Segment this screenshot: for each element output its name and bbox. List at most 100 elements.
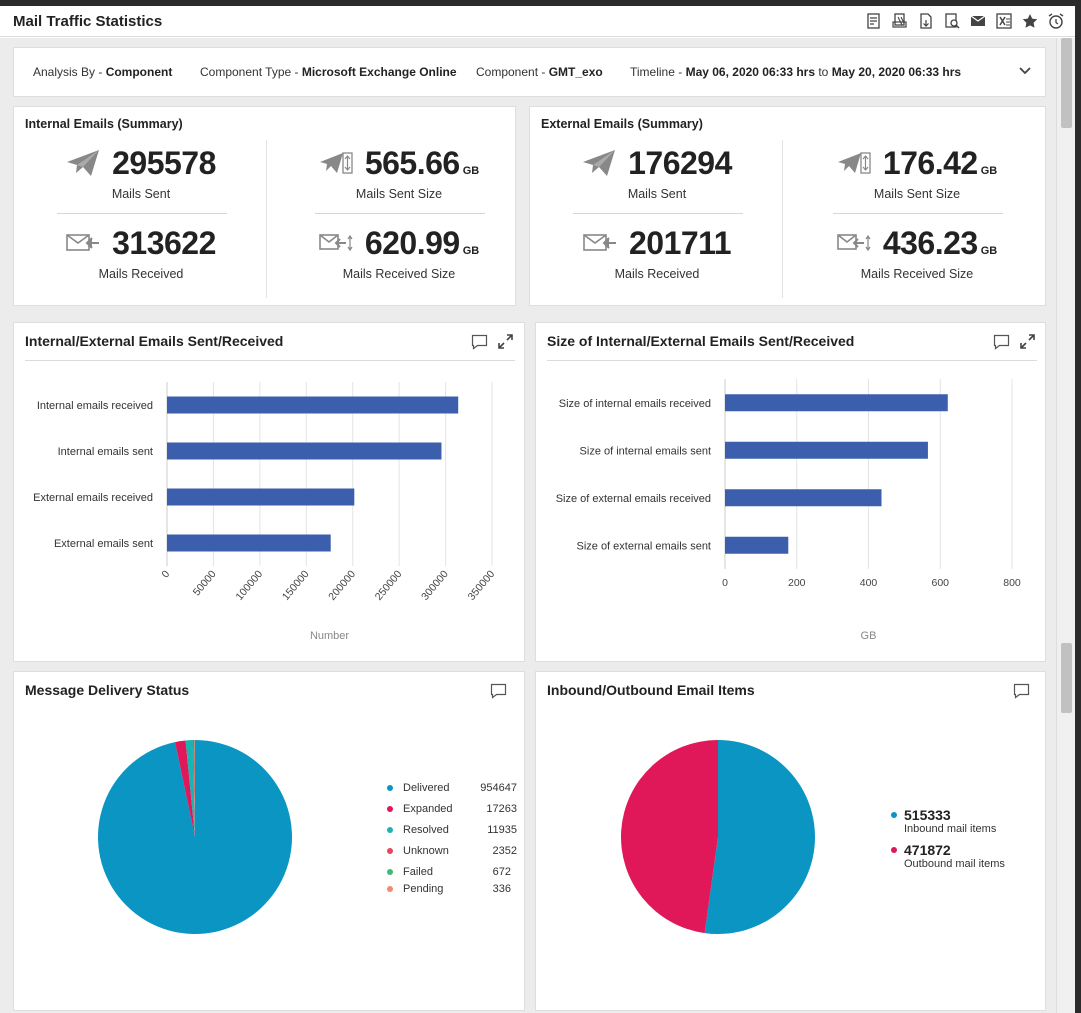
external-mails-received-size: 436.23 GB Mails Received Size xyxy=(790,225,1044,281)
report-toolbar xyxy=(865,12,1065,30)
external-summary-title: External Emails (Summary) xyxy=(541,117,703,131)
internal-mails-received: 313622 Mails Received xyxy=(14,225,268,281)
filter-bar: Analysis By - Component Component Type -… xyxy=(13,47,1046,97)
legend-label: Inbound mail items xyxy=(904,823,997,835)
schedule-alarm-icon[interactable] xyxy=(1047,12,1065,30)
bar[interactable] xyxy=(725,489,882,507)
legend-item[interactable]: Failed 672 xyxy=(387,866,517,878)
delivery-status-pie xyxy=(98,740,293,934)
chevron-down-icon[interactable] xyxy=(1019,62,1031,80)
comment-icon[interactable] xyxy=(1013,683,1030,704)
bar[interactable] xyxy=(167,488,355,506)
vertical-scrollbar[interactable] xyxy=(1056,38,1075,1013)
legend-value: 672 xyxy=(492,866,511,878)
category-label: Internal emails received xyxy=(37,400,153,412)
legend-item[interactable]: Pending 336 xyxy=(387,883,517,895)
legend-item[interactable]: 515333 Inbound mail items xyxy=(891,807,996,835)
inbound-outbound-pie xyxy=(621,740,816,934)
pie-slice[interactable] xyxy=(98,740,293,934)
internal-summary-title: Internal Emails (Summary) xyxy=(25,117,183,131)
comment-icon[interactable] xyxy=(490,683,507,704)
category-label: External emails sent xyxy=(54,538,153,550)
legend-value: 954647 xyxy=(480,782,517,794)
pie-slice[interactable] xyxy=(621,740,718,934)
print-icon[interactable] xyxy=(891,12,909,30)
emails-count-chart-card: Internal/External Emails Sent/Received 0… xyxy=(13,322,525,662)
delivery-status-card: Message Delivery Status Delivered 954647 E… xyxy=(13,671,525,1011)
expand-icon[interactable] xyxy=(498,334,513,355)
bar[interactable] xyxy=(167,396,459,414)
x-tick-label: 800 xyxy=(1003,577,1021,589)
internal-mails-sent-size: 565.66 GB Mails Sent Size xyxy=(272,145,526,201)
bar[interactable] xyxy=(167,534,331,552)
external-mails-sent: 176294 Mails Sent xyxy=(530,145,784,201)
pie-slice[interactable] xyxy=(175,740,195,837)
legend-item[interactable]: 471872 Outbound mail items xyxy=(891,842,1005,870)
x-axis-label: GB xyxy=(861,630,877,642)
x-axis-label: Number xyxy=(310,630,349,642)
internal-mails-sent: 295578 Mails Sent xyxy=(14,145,268,201)
bar[interactable] xyxy=(725,536,789,554)
bar[interactable] xyxy=(725,441,928,459)
legend-value: 471872 xyxy=(904,842,951,858)
legend-swatch xyxy=(387,827,393,833)
x-tick-label: 100000 xyxy=(233,568,265,603)
bar[interactable] xyxy=(725,394,948,412)
legend-item[interactable]: Resolved 11935 xyxy=(387,824,517,836)
internal-summary-card: Internal Emails (Summary) 295578 Mails S… xyxy=(13,106,516,306)
mail-size-icon xyxy=(837,232,871,259)
legend-item[interactable]: Delivered 954647 xyxy=(387,782,517,794)
email-icon[interactable] xyxy=(969,12,987,30)
comment-icon[interactable] xyxy=(471,334,488,355)
scrollbar-thumb-secondary[interactable] xyxy=(1061,643,1072,713)
paper-plane-icon xyxy=(582,149,616,182)
plane-size-icon xyxy=(319,150,353,181)
category-label: Size of internal emails sent xyxy=(580,445,711,457)
paper-plane-icon xyxy=(66,149,100,182)
pie-slice[interactable] xyxy=(192,740,195,837)
legend-swatch xyxy=(387,785,393,791)
mail-received-icon xyxy=(66,232,100,259)
expand-icon[interactable] xyxy=(1020,334,1035,355)
legend-swatch xyxy=(387,806,393,812)
legend-label: Outbound mail items xyxy=(904,858,1005,870)
x-tick-label: 250000 xyxy=(373,568,405,603)
legend-label: Failed xyxy=(403,866,433,878)
component-type-filter: Component Type - Microsoft Exchange Onli… xyxy=(200,65,457,79)
inbound-outbound-card: Inbound/Outbound Email Items 515333 Inbou… xyxy=(535,671,1046,1011)
x-tick-label: 200000 xyxy=(326,568,358,603)
legend-swatch xyxy=(891,847,897,853)
search-report-icon[interactable] xyxy=(943,12,961,30)
chart-title: Message Delivery Status xyxy=(25,682,190,698)
report-content: Analysis By - Component Component Type -… xyxy=(0,38,1056,1013)
x-tick-label: 400 xyxy=(860,577,878,589)
bar[interactable] xyxy=(167,442,442,460)
x-tick-label: 0 xyxy=(722,577,728,589)
legend-value: 17263 xyxy=(486,803,517,815)
scrollbar-thumb[interactable] xyxy=(1061,38,1072,128)
external-mails-received: 201711 Mails Received xyxy=(530,225,784,281)
category-label: Size of external emails sent xyxy=(576,540,711,552)
legend-item[interactable]: Unknown 2352 xyxy=(387,845,517,857)
pie-slice[interactable] xyxy=(185,740,195,837)
x-tick-label: 150000 xyxy=(280,568,312,603)
component-filter: Component - GMT_exo xyxy=(476,65,603,79)
csv-export-icon[interactable] xyxy=(917,12,935,30)
category-label: Size of internal emails received xyxy=(559,398,711,410)
pdf-export-icon[interactable] xyxy=(865,12,883,30)
category-label: External emails received xyxy=(33,492,153,504)
legend-label: Delivered xyxy=(403,782,450,794)
legend-item[interactable]: Expanded 17263 xyxy=(387,803,517,815)
excel-icon[interactable] xyxy=(995,12,1013,30)
favorite-star-icon[interactable] xyxy=(1021,12,1039,30)
pie-slice[interactable] xyxy=(704,740,816,934)
category-label: Size of external emails received xyxy=(556,493,711,505)
emails-size-bar-chart: 0 200 400 600 800 Size of internal emails rec… xyxy=(556,379,1021,642)
chart-title: Internal/External Emails Sent/Received xyxy=(25,333,284,349)
emails-count-bar-chart: 0 50000 100000 150000 200000 250000 300000 3500… xyxy=(33,382,497,642)
legend-swatch xyxy=(387,886,393,892)
x-tick-label: 200 xyxy=(788,577,806,589)
comment-icon[interactable] xyxy=(993,334,1010,355)
legend-swatch xyxy=(891,812,897,818)
mail-size-icon xyxy=(319,232,353,259)
